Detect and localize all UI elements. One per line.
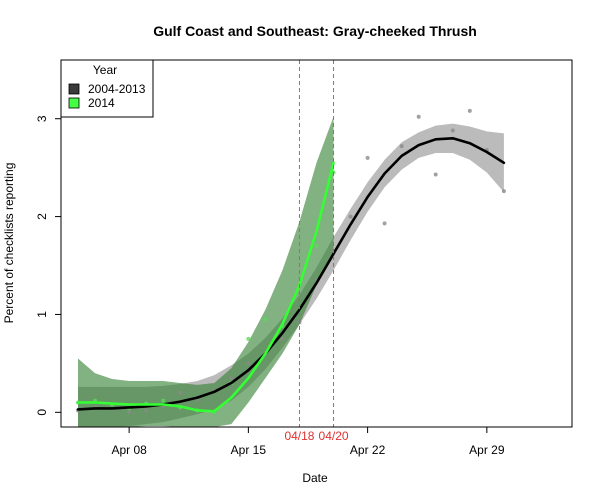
- data-point-2004-2013-3: [127, 410, 132, 415]
- y-tick-label-2: 2: [35, 213, 49, 220]
- reference-label-04-18: 04/18: [284, 429, 314, 443]
- legend-swatch-2004-2013: [68, 83, 80, 95]
- data-point-2004-2013-20: [416, 114, 421, 119]
- data-point-2004-2013-23: [467, 108, 472, 113]
- data-point-2004-2013-6: [178, 390, 183, 395]
- data-point-2004-2013-25: [501, 189, 506, 194]
- legend: Year 2004-2013 2014: [60, 59, 154, 118]
- x-axis-title: Date: [302, 471, 328, 485]
- x-tick-label-1: Apr 15: [231, 443, 267, 457]
- x-tick-label-3: Apr 29: [469, 443, 505, 457]
- legend-swatch-2014: [68, 97, 80, 109]
- data-point-2004-2013-4: [144, 408, 149, 413]
- reference-lines: 04/18 04/20: [284, 60, 349, 443]
- data-point-2014-5: [161, 398, 166, 403]
- legend-title: Year: [93, 63, 117, 77]
- y-axis: 0 1 2 3: [35, 115, 61, 416]
- y-axis-title: Percent of checklists reporting: [2, 163, 16, 324]
- data-point-2004-2013-10: [246, 361, 251, 366]
- x-tick-label-2: Apr 22: [350, 443, 386, 457]
- plot-frame: [60, 59, 573, 428]
- series-line-2004-2013: [76, 137, 506, 411]
- data-point-2004-2013-18: [382, 221, 387, 226]
- data-point-2004-2013-21: [433, 172, 438, 177]
- y-tick-label-0: 0: [35, 409, 49, 416]
- data-point-2014-11: [263, 317, 268, 322]
- data-point-2014-14: [314, 243, 319, 248]
- legend-label-2004-2013: 2004-2013: [88, 82, 146, 96]
- y-tick-label-3: 3: [35, 115, 49, 122]
- series-line-2014: [76, 161, 335, 413]
- confidence-bands: [78, 116, 504, 428]
- data-point-2014-10: [246, 336, 251, 341]
- data-point-2004-2013-22: [450, 128, 455, 133]
- data-point-2004-2013-16: [348, 214, 353, 219]
- data-point-2004-2013-17: [365, 155, 370, 160]
- series-lines: [76, 137, 506, 413]
- data-point-2004-2013-12: [280, 336, 285, 341]
- reference-label-04-20: 04/20: [319, 429, 349, 443]
- data-point-2004-2013-9: [229, 376, 234, 381]
- x-axis: Apr 08 Apr 15 Apr 22 Apr 29: [111, 427, 505, 457]
- y-tick-label-1: 1: [35, 311, 49, 318]
- data-point-2004-2013-19: [399, 144, 404, 149]
- legend-label-2014: 2014: [88, 96, 115, 110]
- x-tick-label-0: Apr 08: [111, 443, 147, 457]
- chart-title: Gulf Coast and Southeast: Gray-cheeked T…: [153, 23, 477, 39]
